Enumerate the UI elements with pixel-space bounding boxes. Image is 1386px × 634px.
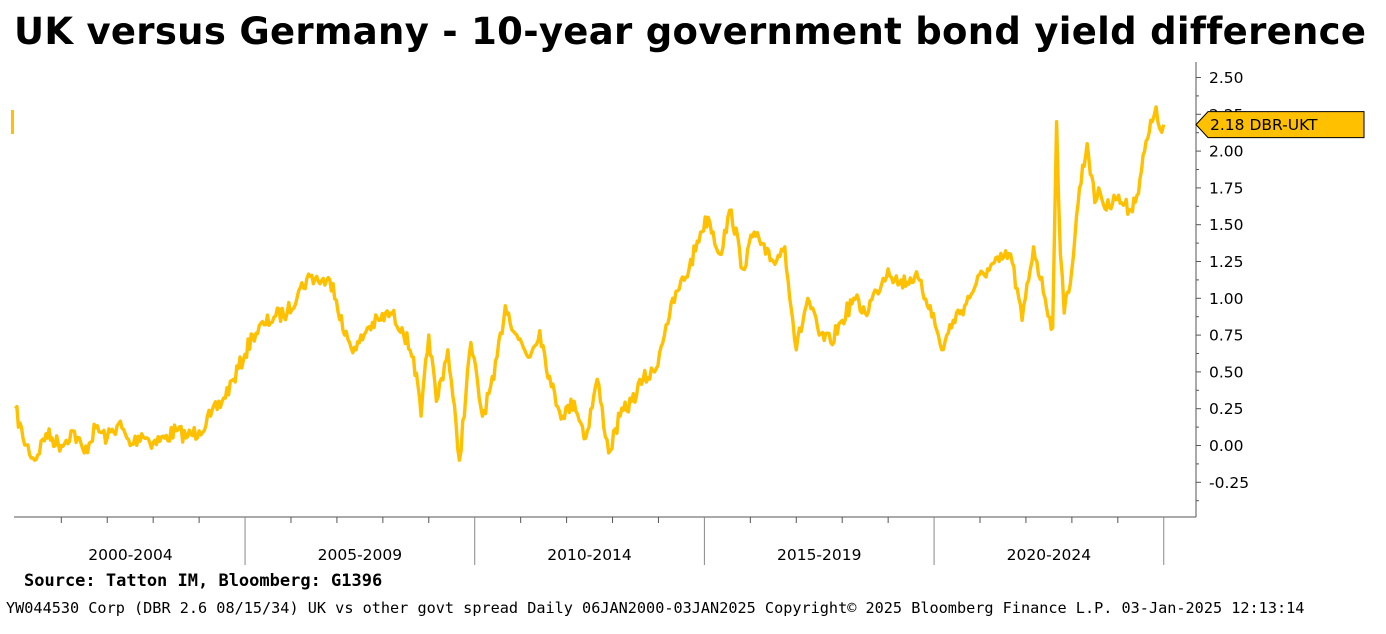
x-period-label: 2010-2014 xyxy=(547,546,632,564)
bloomberg-footer: YW044530 Corp (DBR 2.6 08/15/34) UK vs o… xyxy=(6,599,1305,617)
x-axis: 2000-2004 2005-2009 2010-2014 2015-2019 2020… xyxy=(60,517,1165,565)
last-value-group: 2.18 DBR-UKT xyxy=(1195,111,1365,139)
y-tick-label: 1.25 xyxy=(1209,253,1244,271)
x-period-label: 2000-2004 xyxy=(88,546,173,564)
x-period-label: 2015-2019 xyxy=(777,546,862,564)
y-tick-label: 1.50 xyxy=(1209,216,1244,234)
source-note: Source: Tatton IM, Bloomberg: G1396 xyxy=(24,571,383,591)
y-tick-label: 1.75 xyxy=(1209,179,1244,197)
y-tick-label: 1.00 xyxy=(1209,290,1244,308)
y-tick-label: 2.50 xyxy=(1209,69,1244,87)
x-period-label: 2020-2024 xyxy=(1007,546,1092,564)
y-tick-label: -0.25 xyxy=(1209,474,1249,492)
y-tick-label: 0.75 xyxy=(1209,327,1244,345)
plot-frame xyxy=(11,62,1197,518)
y-tick-label: 0.25 xyxy=(1209,400,1244,418)
legend-marker xyxy=(11,110,14,134)
chart-title: UK versus Germany - 10-year government b… xyxy=(14,10,1367,53)
y-tick-label: 0.00 xyxy=(1209,437,1244,455)
last-value-tag xyxy=(1195,111,1365,139)
series-line-dbr-ukt xyxy=(14,105,1166,462)
x-period-label: 2005-2009 xyxy=(318,546,403,564)
y-tick-label: 0.50 xyxy=(1209,363,1244,381)
y-tick-label: 2.00 xyxy=(1209,143,1244,161)
series-layer xyxy=(14,105,1166,462)
last-value-label: 2.18 DBR-UKT xyxy=(1210,116,1318,134)
